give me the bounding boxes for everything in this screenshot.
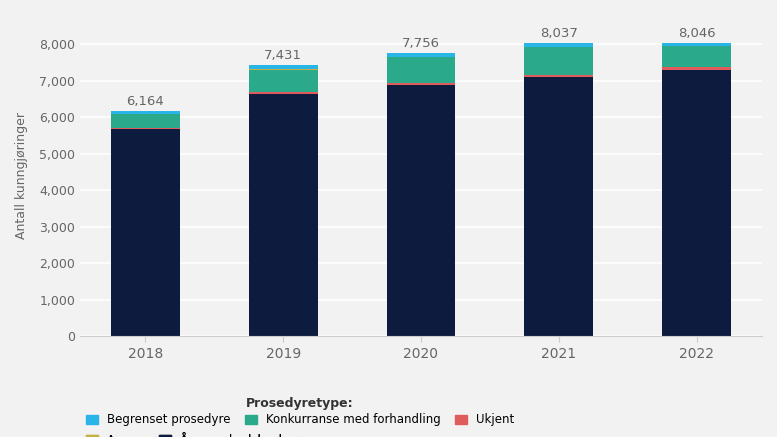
Bar <box>662 42 731 46</box>
Bar <box>249 93 318 94</box>
Bar <box>249 70 318 93</box>
Text: 7,431: 7,431 <box>264 49 302 62</box>
Bar <box>249 94 318 336</box>
Bar <box>111 129 179 336</box>
Bar <box>524 46 593 47</box>
Bar <box>249 65 318 69</box>
Bar <box>386 85 455 336</box>
Bar <box>662 67 731 70</box>
Text: 6,164: 6,164 <box>127 95 164 108</box>
Bar <box>524 43 593 46</box>
Bar <box>386 57 455 83</box>
Bar <box>111 111 179 114</box>
Bar <box>111 128 179 129</box>
Y-axis label: Antall kunngjøringer: Antall kunngjøringer <box>15 112 28 239</box>
Legend: Annen, Åpen anbudskonkurranse: Annen, Åpen anbudskonkurranse <box>86 432 331 437</box>
Text: 8,046: 8,046 <box>678 27 716 40</box>
Bar <box>111 114 179 128</box>
Text: 7,756: 7,756 <box>402 37 440 50</box>
Bar <box>662 70 731 336</box>
Bar <box>524 77 593 336</box>
Bar <box>249 69 318 70</box>
Text: 8,037: 8,037 <box>540 27 578 40</box>
Bar <box>524 76 593 77</box>
Bar <box>662 46 731 67</box>
Bar <box>524 47 593 76</box>
Bar <box>386 53 455 57</box>
Bar <box>386 83 455 85</box>
